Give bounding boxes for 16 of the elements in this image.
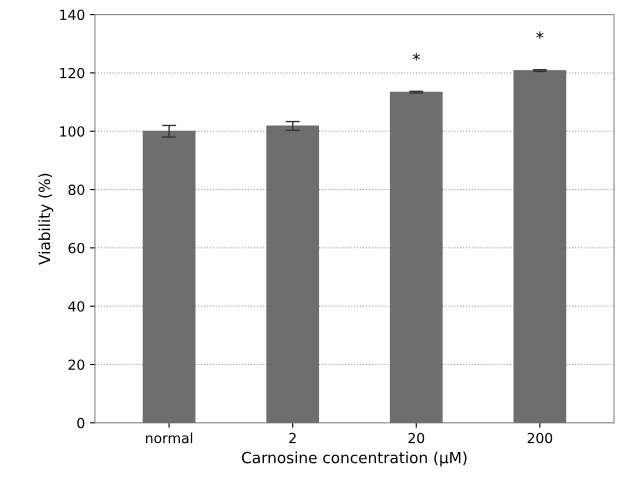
y-tick-label: 120: [60, 68, 84, 78]
x-tick-label: normal: [146, 432, 192, 444]
x-tick-label: 200: [528, 432, 552, 444]
x-axis-title: Carnosine concentration (μM): [242, 452, 467, 466]
y-tick-label: 80: [68, 184, 84, 196]
y-tick-label: 0: [77, 418, 84, 428]
y-tick-label: 60: [68, 242, 84, 254]
y-axis-title: Viability (%): [38, 174, 54, 265]
annotation: *: [412, 52, 420, 61]
y-tick-label: 40: [68, 301, 84, 312]
x-tick-label: 2: [289, 432, 296, 444]
y-tick-label: 140: [60, 10, 84, 20]
x-tick-label: 20: [408, 432, 424, 444]
annotation: *: [536, 31, 544, 39]
y-tick-label: 20: [68, 359, 84, 370]
y-tick-label: 100: [60, 126, 84, 137]
